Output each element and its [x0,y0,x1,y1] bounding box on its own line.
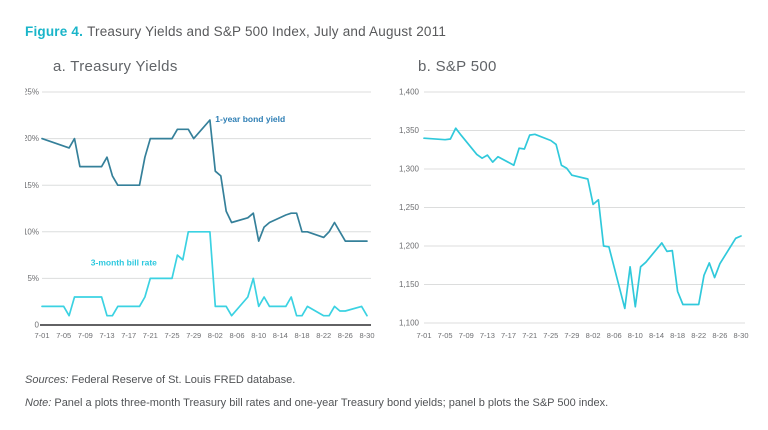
sources-line: Sources: Federal Reserve of St. Louis FR… [25,374,768,386]
x-tick-label: 8-06 [229,331,244,340]
x-tick-label: 8-14 [649,331,664,340]
figure-footer: Sources: Federal Reserve of St. Louis FR… [25,374,768,409]
x-tick-label: 8-26 [712,331,727,340]
y-tick-label: 1,250 [399,203,420,212]
y-tick-label: 20% [25,134,39,143]
note-label: Note: [25,397,52,409]
sources-text: Federal Reserve of St. Louis FRED databa… [68,374,296,386]
y-tick-label: 1,100 [399,319,420,328]
y-tick-label: 25% [25,88,39,97]
sp500-chart: 1,400 1,350 1,300 1,250 1,200 1,150 1,100 7-01 7… [399,88,749,340]
x-tick-label: 8-18 [670,331,685,340]
x-tick-label: 8-30 [359,331,374,340]
figure-title-text: Treasury Yields and S&P 500 Index, July … [87,24,447,39]
y-tick-label: 15% [25,181,39,190]
x-tick-label: 7-01 [416,331,431,340]
x-tick-label: 8-02 [586,331,601,340]
y-tick-label: 10% [25,227,39,236]
x-tick-label: 7-05 [56,331,71,340]
x-tick-label: 7-13 [99,331,114,340]
panel-treasury-yields: a. Treasury Yields 25% 20% 15% 10% 5% 0 7-01 7-… [25,58,390,344]
s-p-500-line [423,127,742,310]
x-tick-label: 8-18 [294,331,309,340]
figure-label: Figure 4. [25,24,84,39]
3-month-bill-rate-line [41,230,368,317]
y-tick-label: 1,200 [399,242,420,251]
x-tick-label: 7-17 [121,331,136,340]
x-tick-label: 8-02 [208,331,223,340]
x-tick-label: 7-29 [564,331,579,340]
figure-title: Figure 4. Treasury Yields and S&P 500 Ind… [25,24,768,41]
x-tick-label: 7-25 [543,331,558,340]
y-tick-label: 1,300 [399,165,420,174]
x-tick-label: 7-05 [438,331,453,340]
x-tick-label: 7-21 [522,331,537,340]
panel-a-title: a. Treasury Yields [53,58,178,75]
1-year-bond-yield-line [41,119,368,242]
y-tick-label: 0 [35,321,40,330]
panel-b-title: b. S&P 500 [418,58,497,75]
note-line: Note: Panel a plots three-month Treasury… [25,397,768,409]
x-tick-label: 8-22 [691,331,706,340]
x-tick-label: 7-29 [186,331,201,340]
x-tick-label: 7-09 [459,331,474,340]
y-tick-label: 1,150 [399,280,420,289]
treasury-yields-chart: 25% 20% 15% 10% 5% 07-01 7-05 7-09 7-13 7-17 7-21 7… [25,88,375,340]
y-tick-label: 5% [27,274,39,283]
1-year-bond-yield-label: 1-year bond yield [215,114,285,124]
x-tick-label: 8-10 [251,331,266,340]
charts-row: a. Treasury Yields 25% 20% 15% 10% 5% 0 7-01 7-… [25,58,768,344]
x-tick-label: 8-10 [628,331,643,340]
y-tick-label: 1,400 [399,88,420,97]
x-tick-label: 7-21 [143,331,158,340]
x-tick-label: 8-14 [273,331,288,340]
x-tick-label: 7-17 [501,331,516,340]
note-text: Panel a plots three-month Treasury bill … [51,397,609,409]
sources-label: Sources: [25,374,69,386]
x-tick-label: 7-25 [164,331,179,340]
y-tick-label: 1,350 [399,126,420,135]
x-tick-label: 8-26 [338,331,353,340]
panel-sp500: b. S&P 500 1,400 1,350 1,300 1,250 1,200 1,15… [390,58,768,344]
x-tick-label: 7-13 [480,331,495,340]
3-month-bill-rate-label: 3-month bill rate [91,257,157,267]
x-tick-label: 7-01 [34,331,49,340]
x-tick-label: 8-30 [733,331,748,340]
x-tick-label: 8-06 [607,331,622,340]
x-tick-label: 8-22 [316,331,331,340]
x-tick-label: 7-09 [78,331,93,340]
